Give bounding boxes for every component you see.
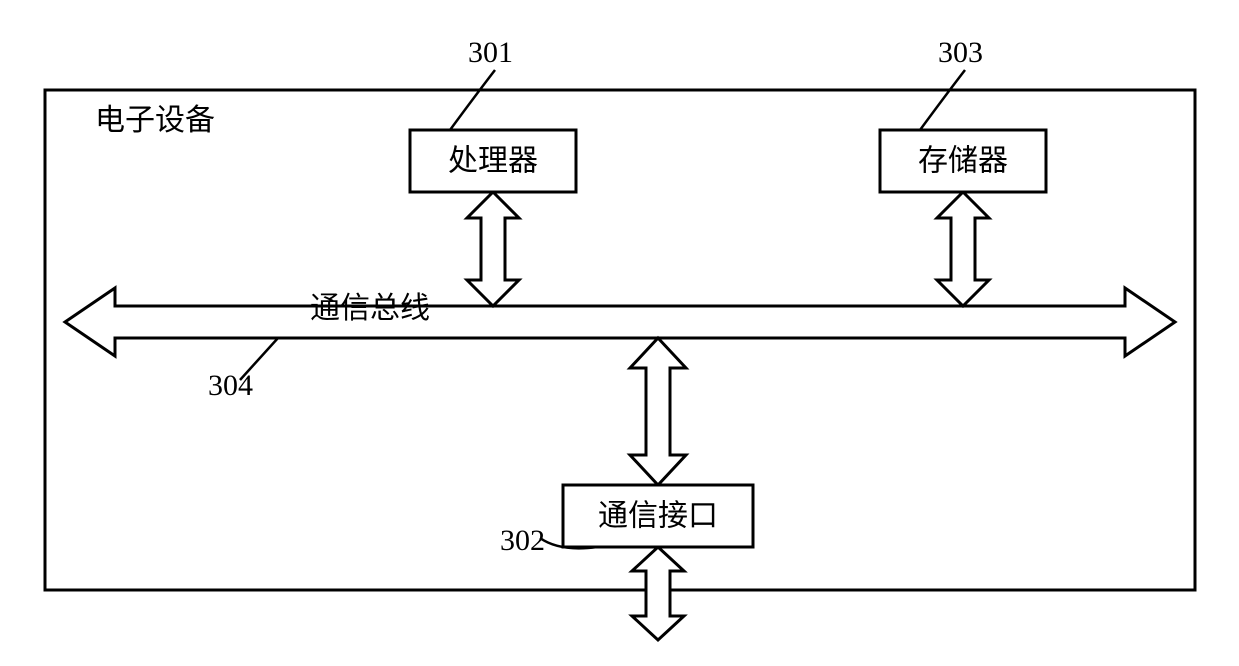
memory-leader [920, 70, 965, 130]
electronic-device-diagram: 电子设备通信总线304处理器301存储器303通信接口302 [0, 0, 1239, 666]
memory-label: 存储器 [918, 145, 1008, 178]
memory-refnum: 303 [938, 36, 983, 69]
double-arrow-proc_to_bus [467, 192, 519, 306]
double-arrow-iface_to_ext [632, 547, 684, 640]
processor-leader [450, 70, 495, 130]
communication-bus-leader [240, 338, 278, 380]
comm_iface-label: 通信接口 [598, 500, 718, 533]
processor-label: 处理器 [448, 145, 538, 178]
double-arrow-bus_to_iface [630, 338, 686, 485]
double-arrow-mem_to_bus [937, 192, 989, 306]
device-container-label: 电子设备 [95, 104, 215, 137]
communication-bus-label: 通信总线 [310, 292, 430, 325]
processor-refnum: 301 [468, 36, 513, 69]
comm_iface-refnum: 302 [500, 524, 545, 557]
communication-bus [65, 288, 1175, 356]
